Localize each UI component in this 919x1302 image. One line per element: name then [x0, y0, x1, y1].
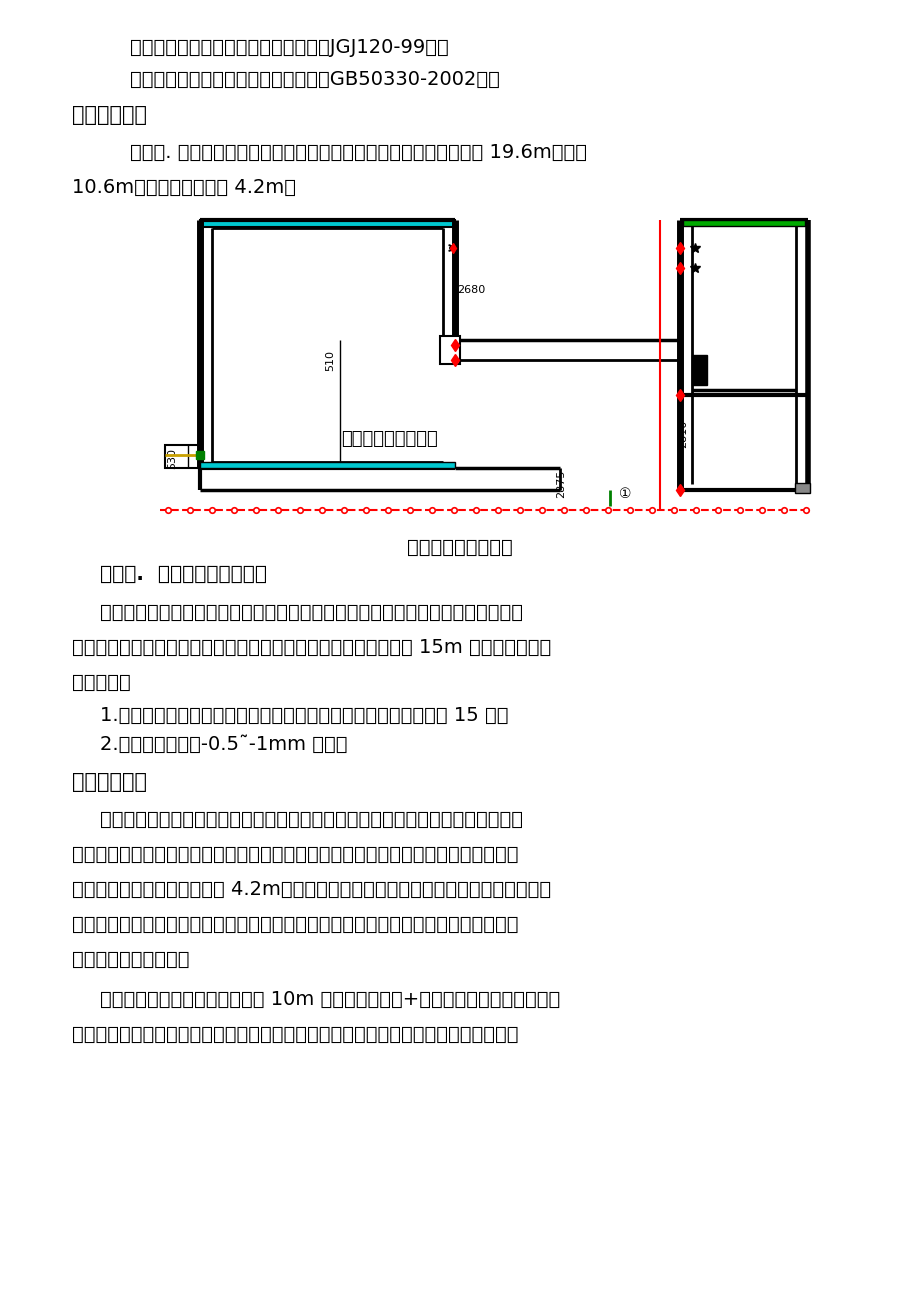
Text: 1.淤泥质粘土：灰色，土质不均，主要由淤泥与粘土组成。层厚约 15 米。: 1.淤泥质粘土：灰色，土质不均，主要由淤泥与粘土组成。层厚约 15 米。 [100, 706, 508, 725]
Text: 四、施工部署: 四、施工部署 [72, 772, 147, 792]
Text: 2.水位距现有地面-0.5˜-1mm 之间。: 2.水位距现有地面-0.5˜-1mm 之间。 [100, 736, 347, 754]
Bar [439, 336, 460, 365]
Bar [199, 462, 455, 467]
Text: 消防水池现场平面图: 消防水池现场平面图 [407, 538, 512, 557]
Text: 工环节，对于本工程的基础钢筋混凝土施工相对较简单，重点控制基础钢筋隐蔽工程和: 工环节，对于本工程的基础钢筋混凝土施工相对较简单，重点控制基础钢筋隐蔽工程和 [72, 915, 518, 934]
Text: 三、工程概况: 三、工程概况 [72, 105, 147, 125]
Text: 530: 530 [167, 448, 176, 469]
Text: （一）. 拟建消防水池在某某工业区压缩天然气加工厂项目南侧，长 19.6m，宽约: （一）. 拟建消防水池在某某工业区压缩天然气加工厂项目南侧，长 19.6m，宽约 [130, 143, 586, 161]
Text: 消防水池现场平面图: 消防水池现场平面图 [341, 430, 437, 448]
Text: 2810: 2810 [677, 421, 687, 448]
Text: 坡支护措施。由于工程基坑较深且地表、下土层含水量较大，基坑施工时在基坑边角设: 坡支护措施。由于工程基坑较深且地表、下土层含水量较大，基坑施工时在基坑边角设 [72, 1025, 518, 1044]
Bar [682, 220, 804, 227]
Text: 类型，自上而下分布如下：结合工程设计、施工需要，本方案只对 15m 深以内上的土层: 类型，自上而下分布如下：结合工程设计、施工需要，本方案只对 15m 深以内上的土… [72, 638, 550, 658]
Bar [691, 355, 706, 385]
Text: 的有关建议。本工程基坑深度 4.2m，为保证基坑支护施工安全、可靠是本工程的重要施: 的有关建议。本工程基坑深度 4.2m，为保证基坑支护施工安全、可靠是本工程的重要… [72, 880, 550, 898]
Text: 2680: 2680 [457, 285, 484, 296]
Text: 质情况，借鉴以往类似基础施工经验，同时参考本工程地质勘查报告对本工程基础施工: 质情况，借鉴以往类似基础施工经验，同时参考本工程地质勘查报告对本工程基础施工 [72, 845, 518, 865]
Bar [165, 445, 199, 467]
Text: 进行叙述：: 进行叙述： [72, 673, 130, 691]
Text: 10.6m，消防水池基坑深 4.2m。: 10.6m，消防水池基坑深 4.2m。 [72, 178, 296, 197]
Text: 2875: 2875 [555, 470, 565, 499]
Text: 基础混凝土施工质量。: 基础混凝土施工质量。 [72, 950, 189, 969]
Text: 根据建设单位提供的地质勘查报告得知本工程的地质情况如下，按地层年代，成因: 根据建设单位提供的地质勘查报告得知本工程的地质情况如下，按地层年代，成因 [100, 603, 522, 622]
Text: （六）、《建筑基坑支护技术规程》（JGJ120-99）；: （六）、《建筑基坑支护技术规程》（JGJ120-99）； [130, 38, 448, 57]
Text: 出于对工程安全、进度、质量、经济综合考虑；结合现场的地理环境狭小、水文地: 出于对工程安全、进度、质量、经济综合考虑；结合现场的地理环境狭小、水文地 [100, 810, 522, 829]
Text: ①: ① [618, 487, 630, 501]
Bar [199, 220, 455, 227]
Text: 510: 510 [324, 350, 335, 371]
Text: （二）.  工程地质、水文条件: （二）. 工程地质、水文条件 [100, 565, 267, 585]
Bar [794, 483, 809, 493]
Text: 我司拟在本工程基坑施工中采用 10m 长工字钢钢板桩+支撑支护结构作为本工程边: 我司拟在本工程基坑施工中采用 10m 长工字钢钢板桩+支撑支护结构作为本工程边 [100, 990, 560, 1009]
Text: （七）、《建筑边坡工程技术规范》（GB50330-2002）；: （七）、《建筑边坡工程技术规范》（GB50330-2002）； [130, 70, 499, 89]
